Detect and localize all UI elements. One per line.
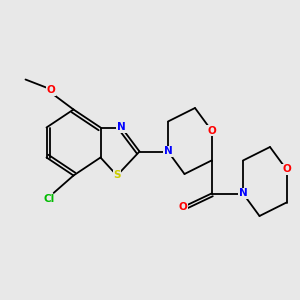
Text: S: S [113, 170, 121, 181]
Text: Cl: Cl [44, 194, 55, 205]
Text: O: O [46, 85, 56, 95]
Text: O: O [178, 202, 188, 212]
Text: O: O [282, 164, 291, 175]
Text: O: O [207, 125, 216, 136]
Text: N: N [117, 122, 126, 133]
Text: N: N [238, 188, 247, 199]
Text: N: N [164, 146, 172, 157]
